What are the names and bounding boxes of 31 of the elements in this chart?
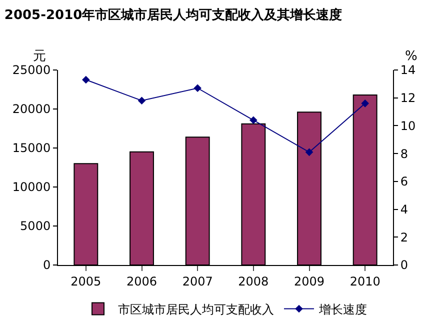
point — [361, 100, 369, 108]
y2-tick-label: 8 — [400, 146, 408, 161]
y2-tick-label: 10 — [400, 118, 416, 133]
y2-tick-label: 4 — [400, 202, 408, 216]
legend-label: 增长速度 — [318, 302, 367, 316]
point — [250, 116, 258, 124]
point — [138, 96, 146, 105]
x-tick-label: 2008 — [238, 274, 269, 288]
y2-tick-label: 12 — [400, 91, 416, 106]
y2-tick-label: 14 — [400, 63, 416, 78]
x-tick-label: 2007 — [182, 274, 213, 288]
point — [194, 84, 202, 92]
y2-tick-label: 2 — [400, 230, 408, 244]
point — [82, 76, 90, 84]
x-tick-label: 2006 — [126, 274, 158, 288]
y2-tick-label: 0 — [400, 258, 408, 272]
y-tick-label: 20000 — [12, 102, 51, 116]
y-tick-label: 25000 — [12, 63, 51, 78]
x-tick-label: 2009 — [294, 274, 325, 288]
legend-label: 市区城市居民人均可支配收入 — [118, 302, 274, 316]
y-axis-title: 元 — [33, 49, 46, 64]
y-tick-label: 15000 — [12, 141, 51, 156]
y2-tick-label: 6 — [400, 174, 408, 189]
y-tick-label: 5000 — [20, 219, 51, 234]
point — [305, 148, 314, 156]
y2-axis-title: % — [405, 49, 418, 64]
x-tick-label: 2005 — [70, 274, 102, 288]
y-tick-label: 10000 — [12, 180, 51, 194]
chart-title: 2005-2010年市区城市居民人均可支配收入及其增长速度 — [4, 7, 342, 24]
y-tick-label: 0 — [42, 258, 51, 272]
x-tick-label: 2010 — [350, 274, 380, 288]
